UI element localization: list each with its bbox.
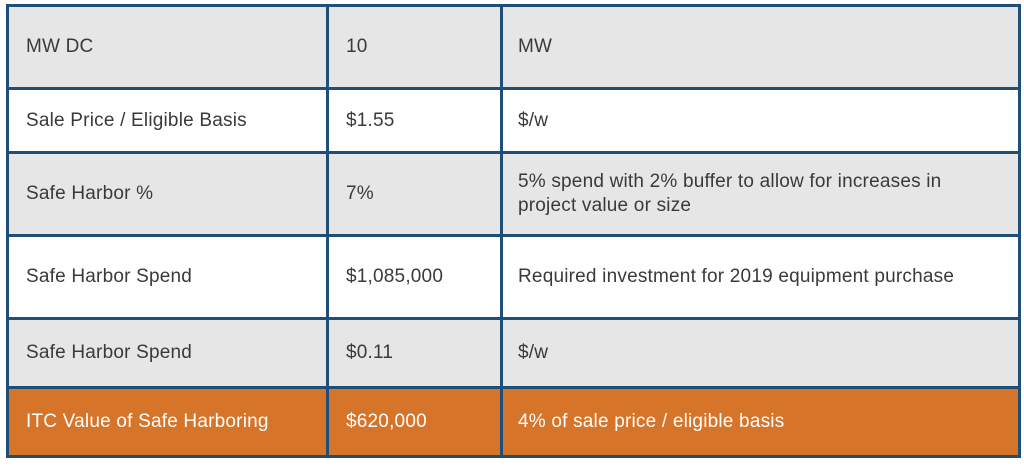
table-row: Sale Price / Eligible Basis $1.55 $/w bbox=[6, 87, 1021, 154]
safe-harbor-table-container: MW DC 10 MW Sale Price / Eligible Basis … bbox=[6, 4, 1021, 466]
row-note: Required investment for 2019 equipment p… bbox=[500, 234, 1021, 320]
row-label: Safe Harbor Spend bbox=[6, 234, 329, 320]
table-row: Safe Harbor Spend $1,085,000 Required in… bbox=[6, 234, 1021, 320]
row-value: 10 bbox=[326, 4, 503, 90]
row-label: Safe Harbor % bbox=[6, 151, 329, 237]
row-note: MW bbox=[500, 4, 1021, 90]
row-note: $/w bbox=[500, 317, 1021, 389]
row-note: 4% of sale price / eligible basis bbox=[500, 386, 1021, 458]
table-row: MW DC 10 MW bbox=[6, 4, 1021, 90]
row-value: $1.55 bbox=[326, 87, 503, 154]
table-row-highlight: ITC Value of Safe Harboring $620,000 4% … bbox=[6, 386, 1021, 458]
table-row: Safe Harbor Spend $0.11 $/w bbox=[6, 317, 1021, 389]
row-value: $0.11 bbox=[326, 317, 503, 389]
row-label: ITC Value of Safe Harboring bbox=[6, 386, 329, 458]
table-row: Safe Harbor % 7% 5% spend with 2% buffer… bbox=[6, 151, 1021, 237]
row-label: MW DC bbox=[6, 4, 329, 90]
row-value: $1,085,000 bbox=[326, 234, 503, 320]
row-value: $620,000 bbox=[326, 386, 503, 458]
row-value: 7% bbox=[326, 151, 503, 237]
row-note: 5% spend with 2% buffer to allow for inc… bbox=[500, 151, 1021, 237]
row-label: Sale Price / Eligible Basis bbox=[6, 87, 329, 154]
safe-harbor-table: MW DC 10 MW Sale Price / Eligible Basis … bbox=[6, 4, 1021, 458]
row-label: Safe Harbor Spend bbox=[6, 317, 329, 389]
row-note: $/w bbox=[500, 87, 1021, 154]
